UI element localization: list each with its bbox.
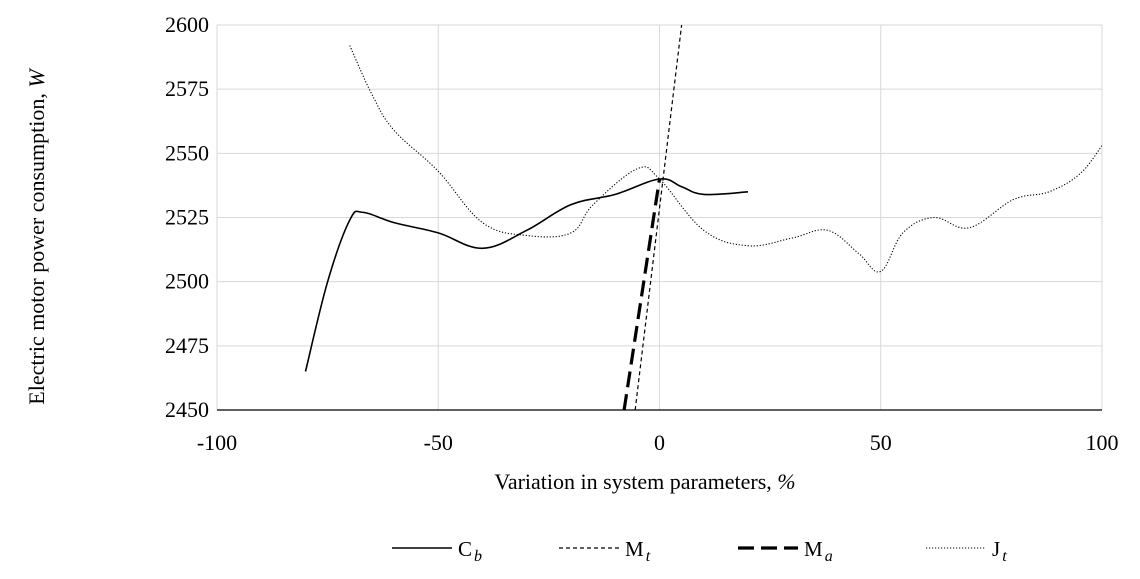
- y-tick-label: 2550: [165, 140, 209, 165]
- series-line-m-a: [622, 178, 662, 410]
- y-tick-label: 2575: [165, 76, 209, 101]
- y-tick-label: 2450: [165, 397, 209, 422]
- grid: [216, 24, 1103, 410]
- y-tick-label: 2475: [165, 333, 209, 358]
- series-line-c-b: [304, 178, 749, 372]
- y-axis-title: Electric motor power consumption, W: [24, 68, 49, 405]
- x-tick-label: 50: [870, 430, 892, 455]
- x-axis-title: Variation in system parameters, %: [494, 469, 795, 494]
- series-lines: [304, 24, 1102, 410]
- series-line-m-t: [634, 24, 683, 410]
- x-tick-label: -100: [197, 430, 237, 455]
- y-tick-label: 2600: [165, 12, 209, 37]
- tick-labels: 2450 2475 2500 2525 2550 2575 2600 -100 -50 0 50 10…: [165, 12, 1119, 455]
- y-tick-label: 2500: [165, 269, 209, 294]
- x-tick-label: 0: [654, 430, 665, 455]
- x-tick-label: 100: [1086, 430, 1119, 455]
- x-tick-label: -50: [424, 430, 453, 455]
- series-line-j-t: [349, 45, 1102, 273]
- y-tick-label: 2525: [165, 205, 209, 230]
